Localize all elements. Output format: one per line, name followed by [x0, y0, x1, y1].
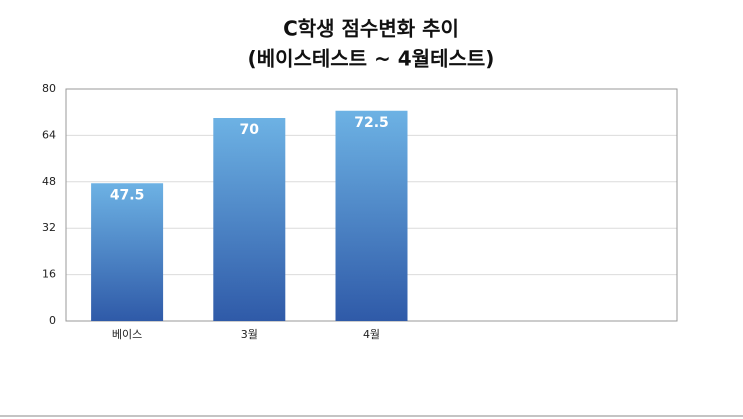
y-tick-label: 64 [42, 128, 56, 141]
bar [213, 118, 286, 321]
chart-title: C학생 점수변화 추이 [283, 17, 459, 41]
value-label: 47.5 [110, 187, 145, 203]
chart-subtitle: (베이스테스트 ~ 4월테스트) [248, 47, 495, 71]
x-tick-label: 베이스 [112, 328, 142, 341]
x-tick-label: 3월 [241, 328, 258, 341]
bar [335, 110, 408, 321]
y-tick-label: 16 [42, 268, 56, 281]
y-tick-label: 48 [42, 175, 56, 188]
y-tick-label: 32 [42, 221, 56, 234]
value-label: 70 [240, 122, 260, 138]
bar [91, 183, 164, 321]
value-label: 72.5 [354, 115, 389, 131]
y-tick-label: 0 [49, 314, 56, 327]
y-tick-label: 80 [42, 82, 56, 95]
x-tick-label: 4월 [363, 328, 380, 341]
